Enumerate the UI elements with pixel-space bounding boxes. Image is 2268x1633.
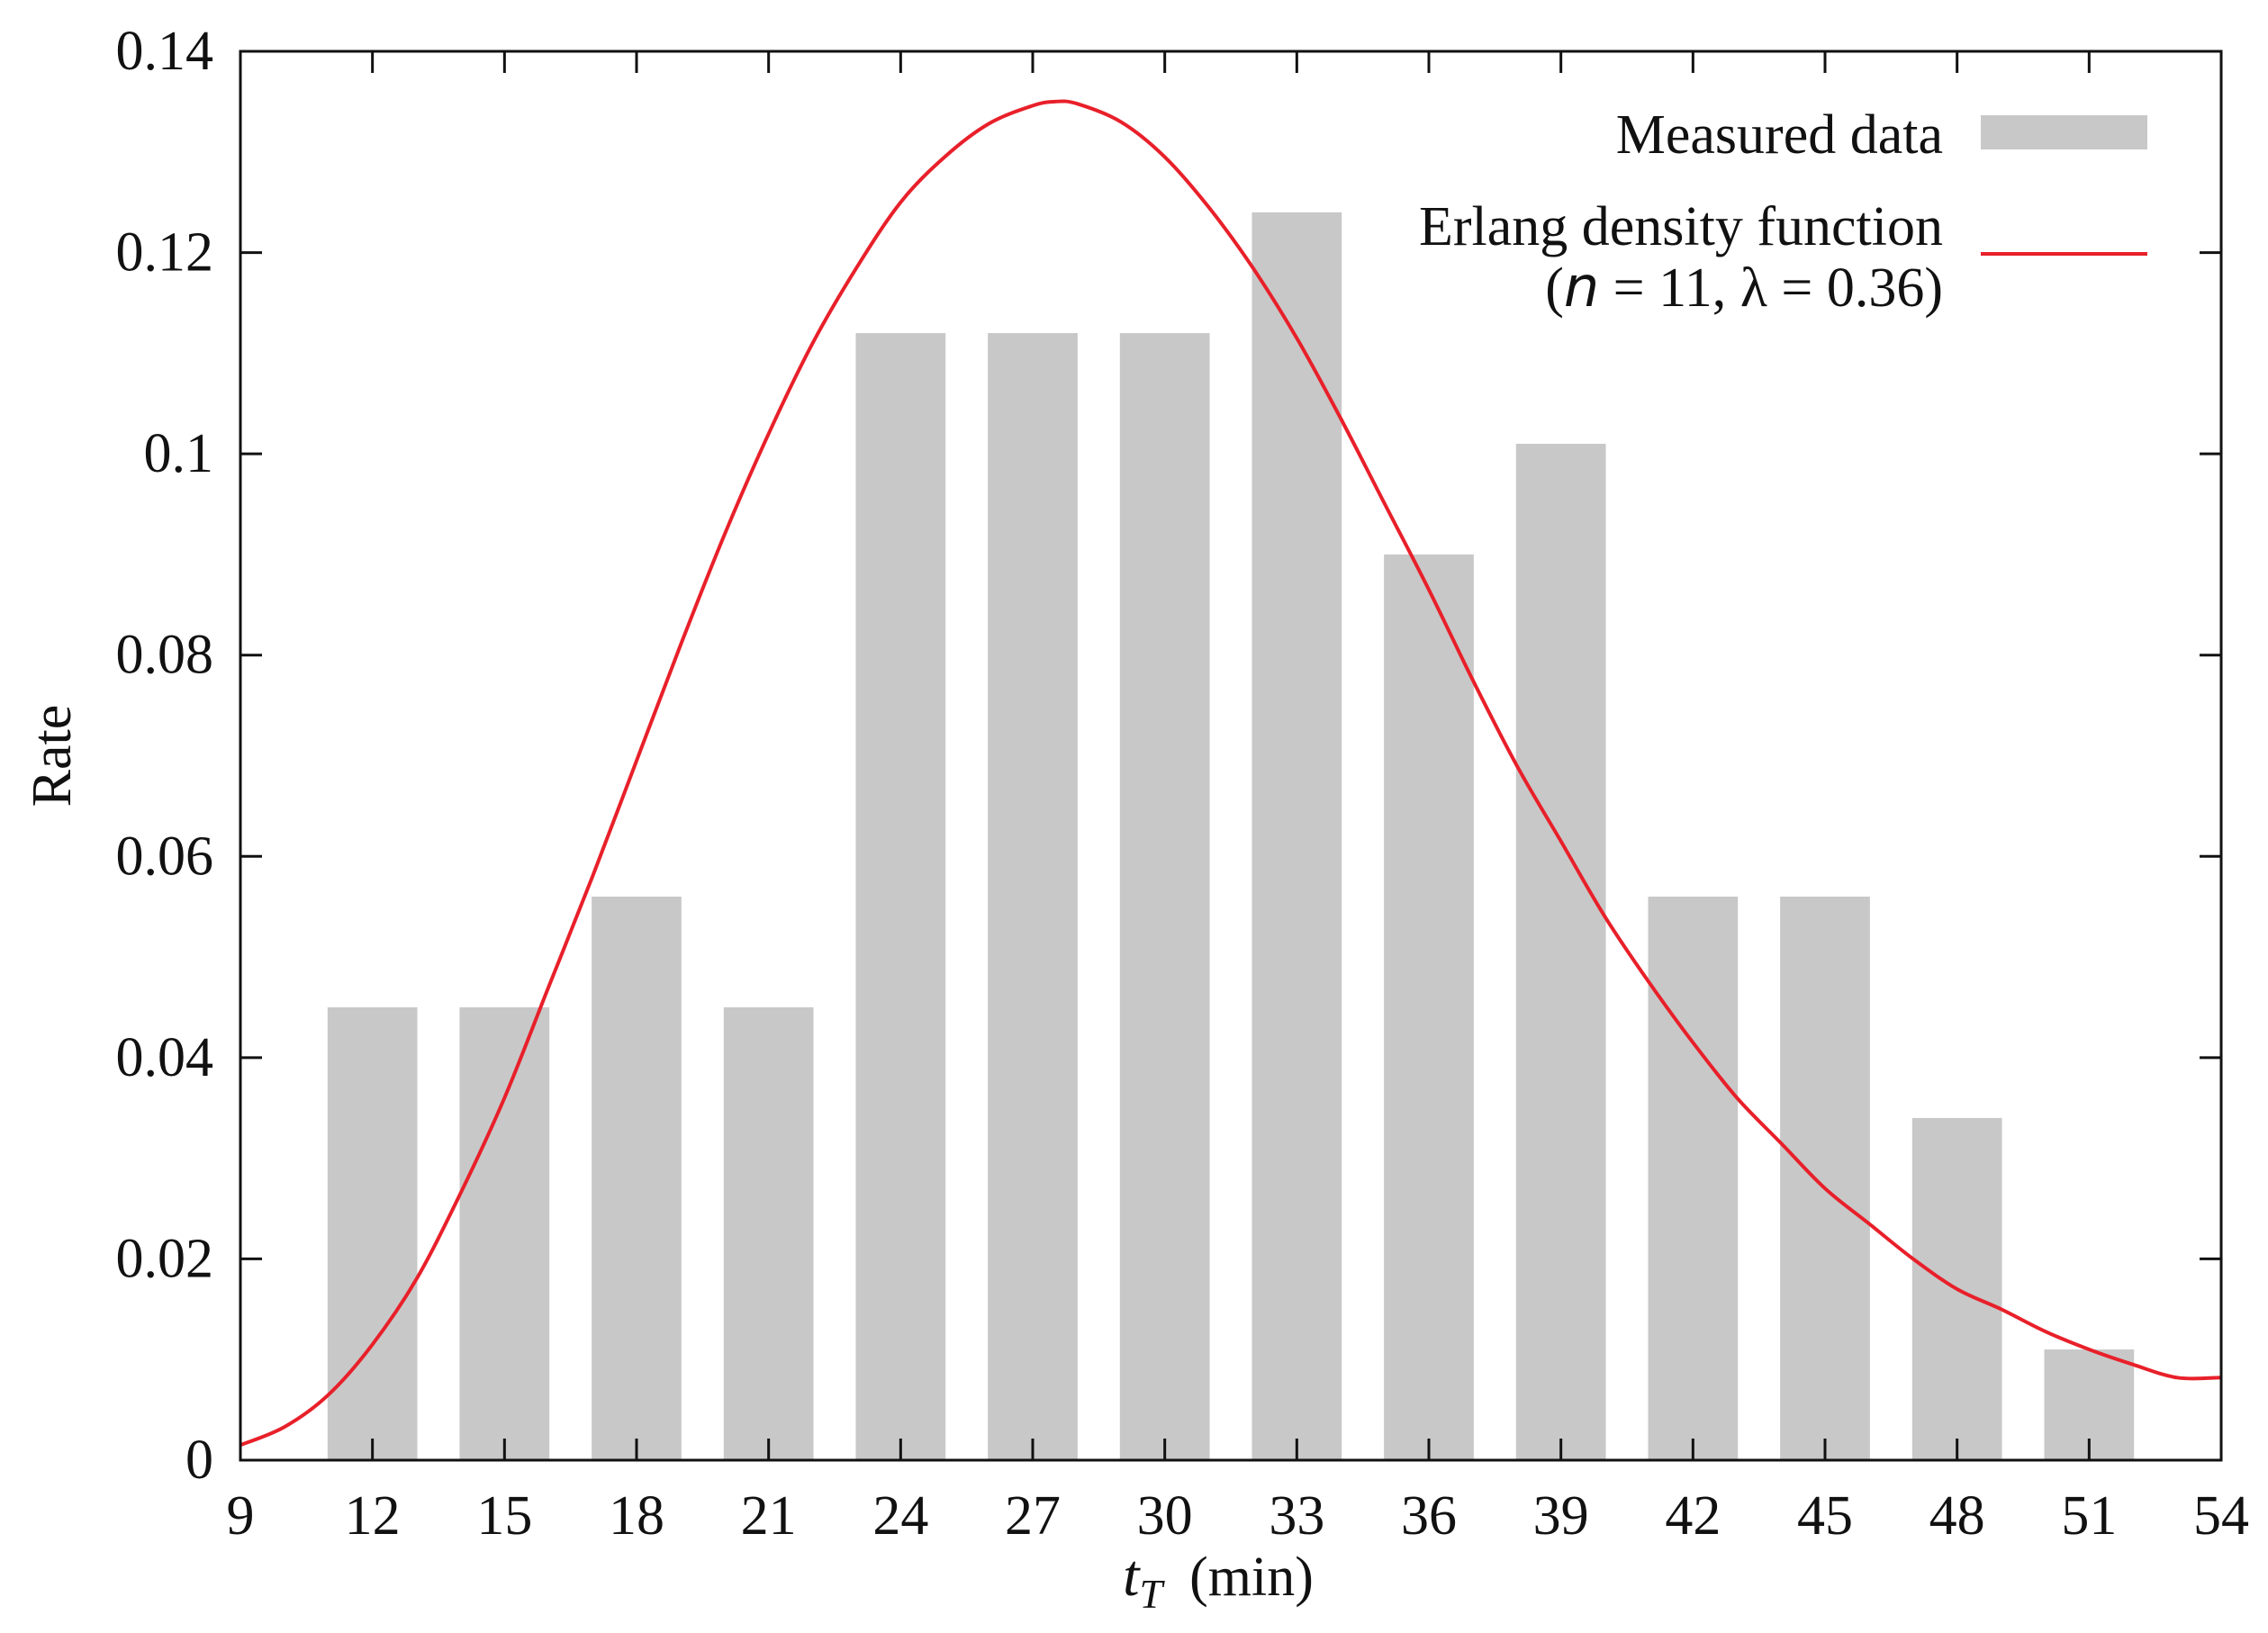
axis-ticks	[239, 50, 2223, 1462]
y-tick-label-3: 0.06	[116, 826, 214, 887]
bar-45	[1780, 897, 1870, 1460]
bar-36	[1384, 554, 1474, 1460]
x-tick-label-48: 48	[1929, 1485, 1985, 1547]
x-tick-label-15: 15	[476, 1485, 532, 1547]
legend-n-var: n	[1564, 254, 1599, 320]
legend-open-paren: (	[1545, 257, 1564, 319]
y-tick-labels: 0 0.02 0.04 0.06 0.08 0.1 0.12 0.14	[116, 21, 214, 1491]
legend-measured-label: Measured data	[1616, 104, 1943, 166]
x-tick-label-18: 18	[609, 1485, 664, 1547]
bar-39	[1515, 443, 1606, 1460]
x-tick-label-45: 45	[1797, 1485, 1853, 1547]
plot-frame	[239, 50, 2223, 1462]
x-tick-label-54: 54	[2193, 1485, 2249, 1547]
x-tick-label-24: 24	[872, 1485, 928, 1547]
x-tick-label-36: 36	[1401, 1485, 1457, 1547]
x-axis-variable: t	[1123, 1543, 1141, 1609]
bar-24	[855, 333, 946, 1460]
bar-21	[723, 1006, 814, 1460]
legend-lambda-eq: = 0.36)	[1767, 257, 1943, 319]
bar-15	[459, 1006, 550, 1460]
x-axis-subscript: T	[1140, 1571, 1166, 1617]
y-axis-label: Rate	[22, 705, 83, 807]
y-tick-label-7: 0.14	[116, 21, 214, 82]
y-tick-label-4: 0.08	[116, 625, 214, 686]
bar-30	[1119, 333, 1210, 1460]
x-tick-label-39: 39	[1533, 1485, 1589, 1547]
x-tick-label-21: 21	[741, 1485, 797, 1547]
bar-12	[327, 1006, 418, 1460]
bar-33	[1251, 212, 1342, 1460]
x-tick-label-12: 12	[345, 1485, 401, 1547]
bar-42	[1648, 897, 1739, 1460]
legend-n-eq: = 11,	[1599, 257, 1740, 319]
bar-18	[592, 897, 682, 1460]
legend: Measured data Erlang density function (n…	[1419, 104, 2147, 320]
measured-data-bars	[327, 212, 2135, 1460]
bar-27	[988, 333, 1078, 1460]
x-axis-unit: (min)	[1189, 1547, 1314, 1608]
erlang-curve	[239, 99, 2222, 1448]
y-tick-label-0: 0	[185, 1430, 213, 1491]
x-tick-labels: 9 12 15 18 21 24 27 30 33 36 39 42 45 48 51 54	[227, 1485, 2250, 1547]
x-tick-label-42: 42	[1665, 1485, 1721, 1547]
y-tick-label-5: 0.1	[144, 423, 214, 484]
x-tick-label-27: 27	[1005, 1485, 1061, 1547]
legend-erlang-label: Erlang density function	[1419, 196, 1943, 257]
erlang-curve-layer	[239, 99, 2222, 1448]
legend-erlang-params: (n = 11, λ = 0.36)	[1545, 254, 1943, 320]
x-tick-label-33: 33	[1269, 1485, 1324, 1547]
x-tick-label-9: 9	[227, 1485, 255, 1547]
x-tick-label-30: 30	[1137, 1485, 1193, 1547]
x-axis-label: tT (min)	[1123, 1543, 1314, 1617]
y-tick-label-1: 0.02	[116, 1228, 214, 1289]
legend-measured-swatch	[1981, 115, 2147, 149]
x-tick-label-51: 51	[2061, 1485, 2117, 1547]
y-tick-label-6: 0.12	[116, 222, 214, 284]
y-tick-label-2: 0.04	[116, 1027, 214, 1088]
legend-lambda-var: λ	[1740, 257, 1767, 319]
